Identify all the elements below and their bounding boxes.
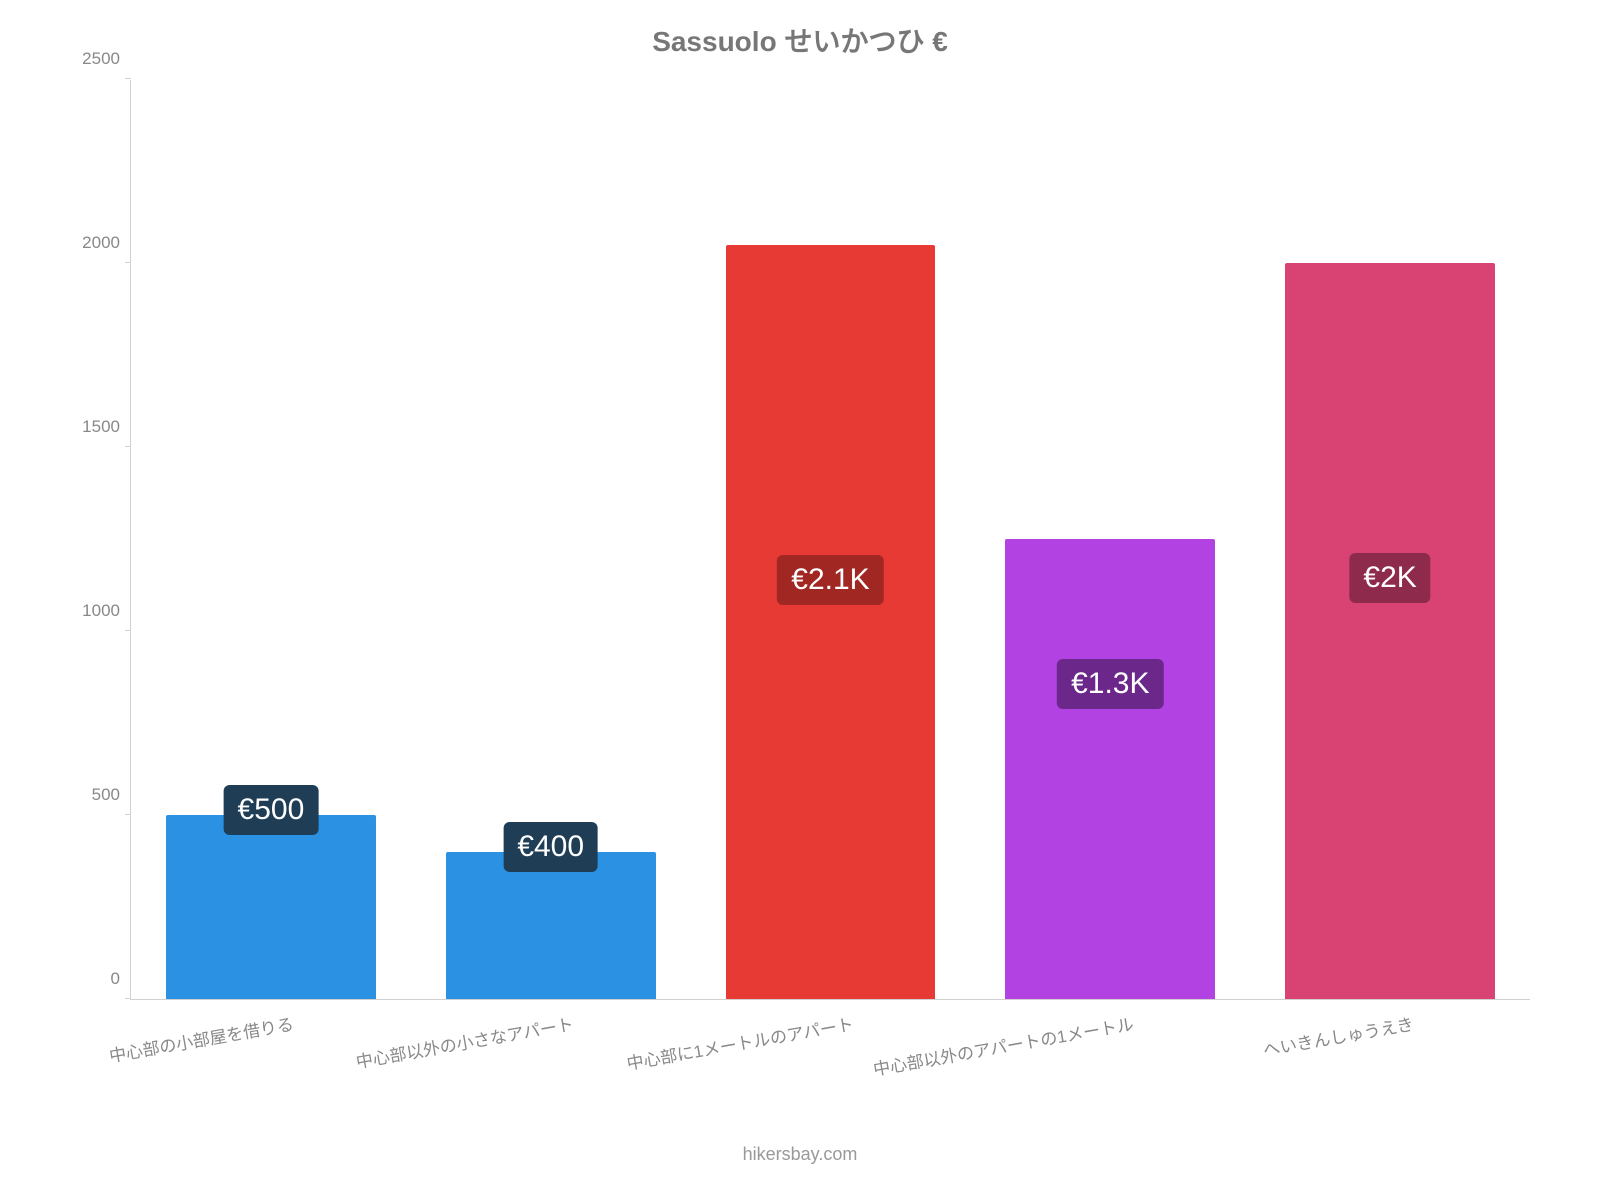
- bar-value-label: €1.3K: [1057, 659, 1163, 709]
- bars-area: €500 €400 €2.1K €1.3K €2K: [131, 80, 1530, 999]
- x-tick-label: 中心部の小部屋を借りる: [25, 1010, 295, 1082]
- bar-group: €2.1K: [691, 80, 971, 999]
- bar-value-label: €500: [224, 785, 319, 835]
- y-tick-label: 500: [92, 785, 120, 805]
- bar-group: €500: [131, 80, 411, 999]
- bar-group: €400: [411, 80, 691, 999]
- y-tick-label: 1500: [82, 417, 120, 437]
- bar: €400: [446, 852, 656, 999]
- y-tick-label: 2000: [82, 233, 120, 253]
- chart-title: Sassuolo せいかつひ €: [60, 20, 1540, 60]
- chart-container: Sassuolo せいかつひ € 0 500 1000 1500 2000 2500 €5…: [60, 20, 1540, 1120]
- y-tick-label: 0: [111, 969, 120, 989]
- y-tick-mark: [125, 78, 131, 79]
- x-tick-label: 中心部以外のアパートの1メートル: [865, 1010, 1135, 1082]
- bar-value-label: €2K: [1349, 553, 1430, 603]
- x-tick-label: へいきんしゅうえき: [1145, 1010, 1415, 1082]
- bar: €500: [166, 815, 376, 999]
- plot-area: 05001000150020002500 €500€400€2.1K€1.3K€…: [130, 80, 1530, 1000]
- bar: €2.1K: [726, 245, 936, 999]
- bar-value-label: €400: [503, 822, 598, 872]
- y-tick-label: 2500: [82, 49, 120, 69]
- bar-group: €1.3K: [970, 80, 1250, 999]
- x-tick-label: 中心部以外の小さなアパート: [305, 1010, 575, 1082]
- bar: €1.3K: [1005, 539, 1215, 999]
- footer-attribution: hikersbay.com: [0, 1144, 1600, 1165]
- bar-group: €2K: [1250, 80, 1530, 999]
- bar: €2K: [1285, 263, 1495, 999]
- x-tick-label: 中心部に1メートルのアパート: [585, 1010, 855, 1082]
- bar-value-label: €2.1K: [777, 555, 883, 605]
- y-tick-label: 1000: [82, 601, 120, 621]
